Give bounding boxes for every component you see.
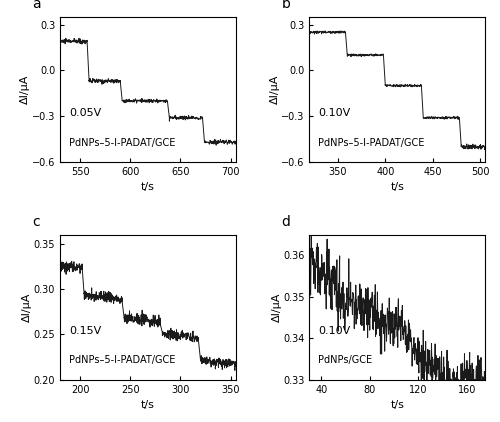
Text: a: a [32, 0, 40, 11]
X-axis label: t/s: t/s [390, 400, 404, 410]
Text: b: b [282, 0, 290, 11]
Text: PdNPs–5-I-PADAT/GCE: PdNPs–5-I-PADAT/GCE [69, 355, 175, 365]
X-axis label: t/s: t/s [141, 182, 154, 192]
Text: d: d [282, 215, 290, 229]
Y-axis label: ΔI/μA: ΔI/μA [20, 75, 30, 104]
Text: PdNPs–5-I-PADAT/GCE: PdNPs–5-I-PADAT/GCE [318, 138, 424, 148]
Text: c: c [32, 215, 40, 229]
Y-axis label: ΔI/μA: ΔI/μA [272, 292, 281, 322]
Y-axis label: ΔI/μA: ΔI/μA [22, 292, 32, 322]
Text: PdNPs–5-I-PADAT/GCE: PdNPs–5-I-PADAT/GCE [69, 138, 175, 148]
Text: 0.10V: 0.10V [318, 108, 350, 119]
Text: 0.05V: 0.05V [69, 108, 101, 119]
Text: 0.10V: 0.10V [318, 326, 350, 336]
Y-axis label: ΔI/μA: ΔI/μA [270, 75, 280, 104]
X-axis label: t/s: t/s [390, 182, 404, 192]
Text: PdNPs/GCE: PdNPs/GCE [318, 355, 372, 365]
X-axis label: t/s: t/s [141, 400, 154, 410]
Text: 0.15V: 0.15V [69, 326, 101, 336]
